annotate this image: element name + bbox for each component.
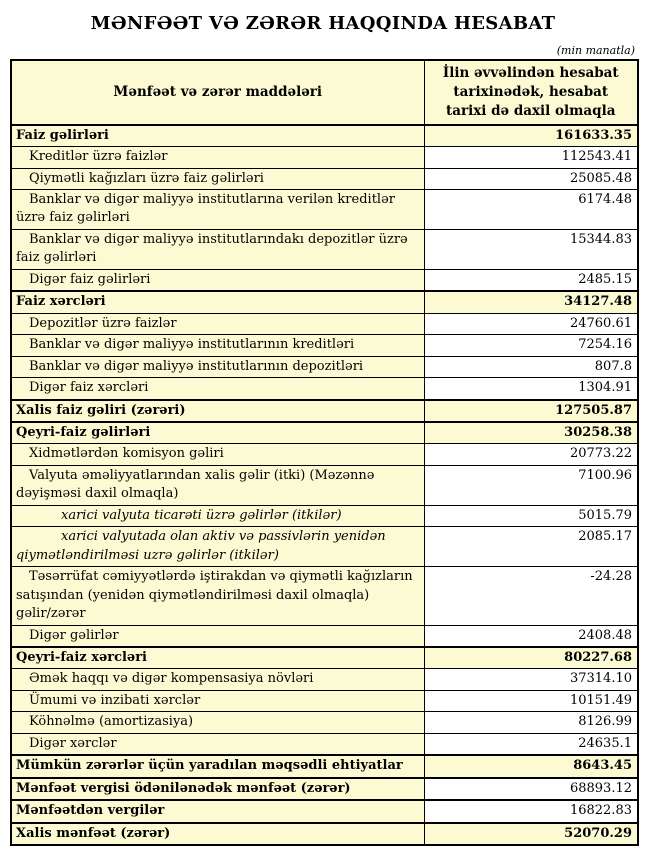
row-value-cell: 68893.12 [423, 776, 639, 801]
profit-loss-table: Mənfəət və zərər maddələri İlin əvvəlind… [10, 59, 639, 846]
table-row: Qeyri-faiz gəlirləri 30258.38 [10, 421, 639, 445]
row-value-cell: 10151.49 [423, 689, 639, 713]
table-row: Xalis faiz gəliri (zərəri) 127505.87 [10, 398, 639, 423]
row-value-cell: 161633.35 [423, 123, 639, 148]
row-label-cell: Əmək haqqı və digər kompensasiya növləri [10, 668, 425, 691]
row-value-cell: -24.28 [423, 566, 639, 626]
row-label-cell: Faiz gəlirləri [10, 123, 425, 148]
row-value-cell: 37314.10 [423, 668, 639, 691]
row-label-cell: Banklar və digər maliyyə institutlarının… [10, 334, 425, 357]
row-label-cell: Depozitlər üzrə faizlər [10, 312, 425, 336]
row-value-cell: 34127.48 [423, 290, 639, 314]
table-row: Mümkün zərərlər üçün yaradılan məqsədli … [10, 754, 639, 779]
table-body: Faiz gəlirləri 161633.35 Kreditlər üzrə … [10, 123, 639, 846]
row-label-cell: Qeyri-faiz gəlirləri [10, 421, 425, 445]
report-page: MƏNFƏƏT VƏ ZƏRƏR HAQQINDA HESABAT (min m… [0, 13, 646, 846]
table-row: Köhnəlmə (amortizasiya) 8126.99 [10, 711, 639, 734]
table-row: Digər gəlirlər 2408.48 [10, 624, 639, 648]
table-row: Depozitlər üzrə faizlər 24760.61 [10, 312, 639, 336]
row-value-cell: 16822.83 [423, 799, 639, 824]
row-value-cell: 30258.38 [423, 421, 639, 445]
table-row: Banklar və digər maliyyə institutlarının… [10, 334, 639, 357]
row-label-cell: Qiymətli kağızları üzrə faiz gəlirləri [10, 167, 425, 191]
table-row: Faiz xərcləri 34127.48 [10, 290, 639, 314]
table-row: xarici valyuta ticarəti üzrə gəlirlər (i… [10, 504, 639, 528]
row-label-cell: Banklar və digər maliyyə institutlarının… [10, 355, 425, 379]
row-label-cell: xarici valyutada olan aktiv və passivlər… [10, 526, 425, 568]
row-label-cell: Xidmətlərdən komisyon gəliri [10, 443, 425, 466]
row-label-cell: Xalis faiz gəliri (zərəri) [10, 398, 425, 423]
row-label-cell: Banklar və digər maliyyə institutlarında… [10, 228, 425, 270]
table-row: Qiymətli kağızları üzrə faiz gəlirləri 2… [10, 167, 639, 191]
row-value-cell: 52070.29 [423, 821, 639, 846]
table-row: Faiz gəlirləri 161633.35 [10, 123, 639, 148]
row-label-cell: Digər xərclər [10, 732, 425, 756]
table-header-row: Mənfəət və zərər maddələri İlin əvvəlind… [10, 59, 639, 126]
table-row: Mənfəət vergisi ödənilənədək mənfəət (zə… [10, 776, 639, 801]
row-value-cell: 6174.48 [423, 189, 639, 230]
row-label-cell: Valyuta əməliyyatlarından xalis gəlir (i… [10, 464, 425, 506]
page-title: MƏNFƏƏT VƏ ZƏRƏR HAQQINDA HESABAT [90, 13, 556, 34]
row-label-cell: Xalis mənfəət (zərər) [10, 821, 425, 846]
row-label-cell: Banklar və digər maliyyə institutlarına … [10, 189, 425, 230]
row-value-cell: 127505.87 [423, 398, 639, 423]
row-value-cell: 80227.68 [423, 646, 639, 670]
table-row: Təsərrüfat cəmiyyətlərdə iştirakdan və q… [10, 566, 639, 626]
row-label-cell: xarici valyuta ticarəti üzrə gəlirlər (i… [10, 504, 425, 528]
table-row: Banklar və digər maliyyə institutlarına … [10, 189, 639, 230]
row-value-cell: 807.8 [423, 355, 639, 379]
table-row: Banklar və digər maliyyə institutlarının… [10, 355, 639, 379]
table-row: Əmək haqqı və digər kompensasiya növləri… [10, 668, 639, 691]
unit-note: (min manatla) [556, 44, 635, 57]
row-value-cell: 1304.91 [423, 377, 639, 401]
row-label-cell: Digər gəlirlər [10, 624, 425, 648]
row-value-cell: 25085.48 [423, 167, 639, 191]
table-row: Digər faiz xərcləri 1304.91 [10, 377, 639, 401]
row-value-cell: 7100.96 [423, 464, 639, 506]
row-label-cell: Köhnəlmə (amortizasiya) [10, 711, 425, 734]
row-label-cell: Ümumi və inzibati xərclər [10, 689, 425, 713]
table-row: Xalis mənfəət (zərər) 52070.29 [10, 821, 639, 846]
table-row: Kreditlər üzrə faizlər 112543.41 [10, 146, 639, 169]
row-label-cell: Təsərrüfat cəmiyyətlərdə iştirakdan və q… [10, 566, 425, 626]
value-column-header: İlin əvvəlindən hesabat tarixinədək, hes… [423, 59, 639, 126]
table-row: Xidmətlərdən komisyon gəliri 20773.22 [10, 443, 639, 466]
row-label-cell: Mümkün zərərlər üçün yaradılan məqsədli … [10, 754, 425, 779]
row-label-cell: Kreditlər üzrə faizlər [10, 146, 425, 169]
row-value-cell: 24635.1 [423, 732, 639, 756]
row-label-cell: Mənfəət vergisi ödənilənədək mənfəət (zə… [10, 776, 425, 801]
row-value-cell: 20773.22 [423, 443, 639, 466]
table-row: Valyuta əməliyyatlarından xalis gəlir (i… [10, 464, 639, 506]
row-label-cell: Digər faiz xərcləri [10, 377, 425, 401]
table-row: Banklar və digər maliyyə institutlarında… [10, 228, 639, 270]
row-label-cell: Digər faiz gəlirləri [10, 268, 425, 292]
table-row: Digər faiz gəlirləri 2485.15 [10, 268, 639, 292]
row-label-cell: Qeyri-faiz xərcləri [10, 646, 425, 670]
row-value-cell: 112543.41 [423, 146, 639, 169]
row-value-cell: 5015.79 [423, 504, 639, 528]
row-label-cell: Mənfəətdən vergilər [10, 799, 425, 824]
row-value-cell: 2085.17 [423, 526, 639, 568]
table-row: Digər xərclər 24635.1 [10, 732, 639, 756]
table-row: Mənfəətdən vergilər 16822.83 [10, 799, 639, 824]
row-value-cell: 8126.99 [423, 711, 639, 734]
row-value-cell: 7254.16 [423, 334, 639, 357]
row-value-cell: 8643.45 [423, 754, 639, 779]
table-row: Qeyri-faiz xərcləri 80227.68 [10, 646, 639, 670]
row-value-cell: 2485.15 [423, 268, 639, 292]
row-value-cell: 24760.61 [423, 312, 639, 336]
table-row: Ümumi və inzibati xərclər 10151.49 [10, 689, 639, 713]
row-label-cell: Faiz xərcləri [10, 290, 425, 314]
row-value-cell: 15344.83 [423, 228, 639, 270]
table-row: xarici valyutada olan aktiv və passivlər… [10, 526, 639, 568]
row-value-cell: 2408.48 [423, 624, 639, 648]
items-column-header: Mənfəət və zərər maddələri [10, 59, 425, 126]
